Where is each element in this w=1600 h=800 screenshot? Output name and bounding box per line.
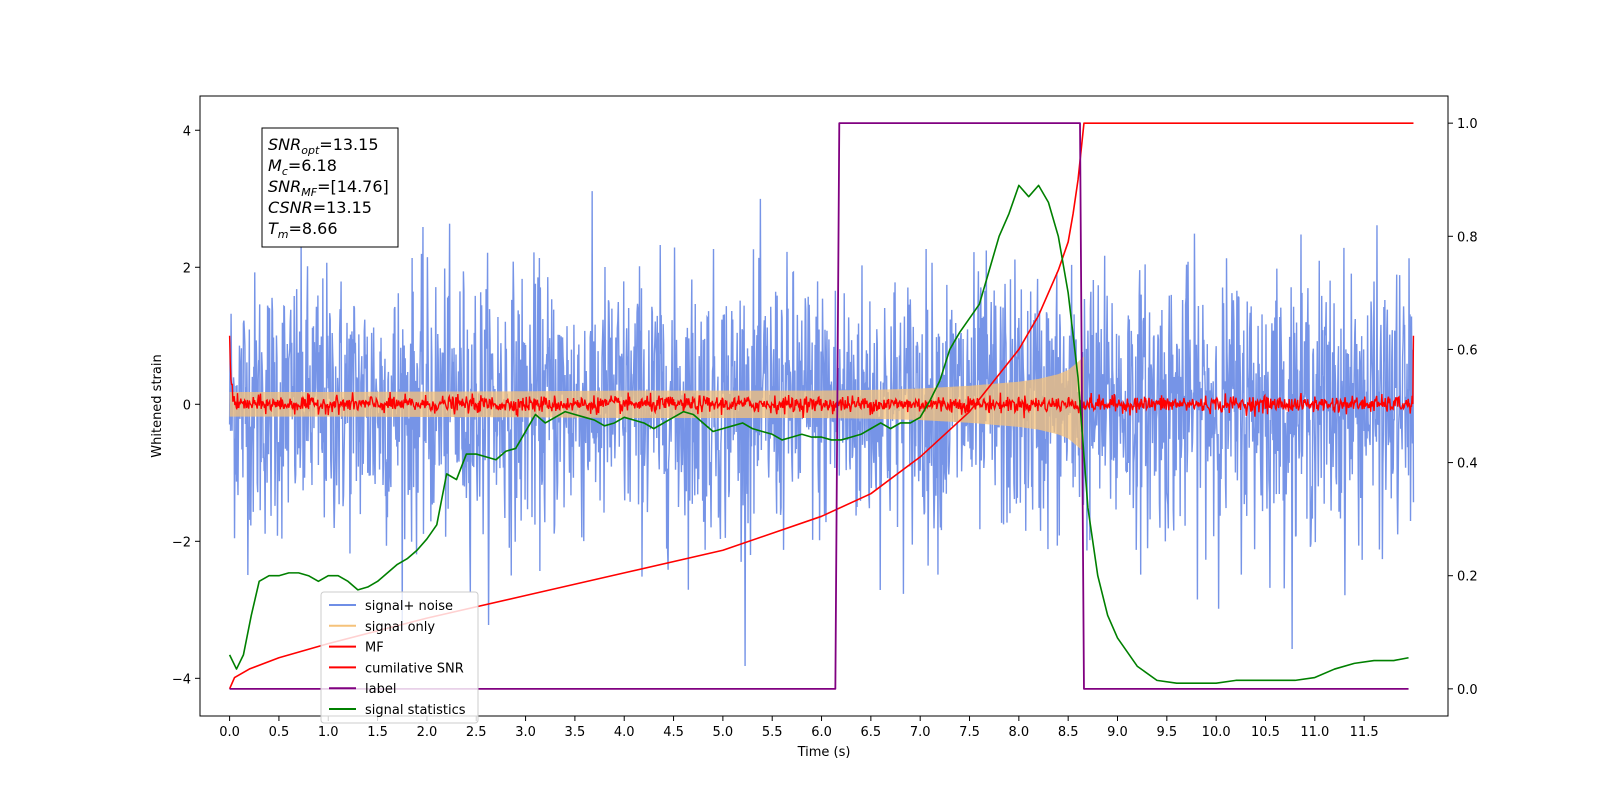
- annotation-line: CSNR=13.15: [268, 198, 372, 217]
- x-tick-label: 7.0: [910, 725, 931, 740]
- annotation-value: =6.18: [288, 156, 337, 175]
- x-tick-label: 6.5: [861, 725, 882, 740]
- legend-entry: label: [365, 682, 396, 697]
- y2-tick-label: 0.0: [1457, 683, 1478, 698]
- x-tick-label: 7.5: [959, 725, 980, 740]
- x-tick-label: 8.5: [1058, 725, 1079, 740]
- x-tick-label: 4.0: [614, 725, 635, 740]
- annotation-value: =[14.76]: [317, 177, 389, 196]
- y-tick-label: 2: [183, 261, 191, 276]
- annotation-symbol: T: [268, 219, 279, 238]
- legend-entry: signal+ noise: [365, 599, 453, 614]
- x-tick-label: 2.5: [466, 725, 487, 740]
- annotation-subscript: c: [282, 165, 288, 178]
- annotation-line: SNRopt=13.15: [268, 135, 379, 157]
- x-tick-label: 0.0: [219, 725, 240, 740]
- annotation-symbol: SNR: [268, 135, 301, 154]
- x-tick-label: 3.0: [515, 725, 536, 740]
- legend-frame: [320, 591, 479, 724]
- y-tick-label: 4: [183, 124, 191, 139]
- y-tick-label: −2: [172, 535, 191, 550]
- x-tick-label: 8.0: [1009, 725, 1030, 740]
- y-tick-label: 0: [183, 398, 191, 413]
- x-tick-label: 9.0: [1107, 725, 1128, 740]
- annotation-box: SNRopt=13.15Mc=6.18SNRMF=[14.76]CSNR=13.…: [261, 127, 399, 248]
- x-tick-label: 2.0: [417, 725, 438, 740]
- annotation-frame: [261, 127, 399, 248]
- x-tick-label: 3.5: [565, 725, 586, 740]
- annotation-symbol: M: [268, 156, 282, 175]
- annotation-subscript: opt: [301, 144, 320, 157]
- plot-frame: [199, 95, 1449, 717]
- x-tick-label: 5.0: [713, 725, 734, 740]
- annotation-subscript: m: [278, 228, 289, 241]
- annotation-value: =13.15: [313, 198, 372, 217]
- x-tick-label: 0.5: [269, 725, 290, 740]
- annotation-line: Mc=6.18: [268, 156, 337, 178]
- y-axis-label: Whitened strain: [150, 354, 165, 457]
- y2-tick-label: 0.6: [1457, 343, 1478, 358]
- x-tick-label: 6.0: [811, 725, 832, 740]
- series-mf: [228, 335, 1415, 419]
- x-tick-label: 1.0: [318, 725, 339, 740]
- legend-entry: cumilative SNR: [365, 661, 464, 676]
- annotation-symbol: SNR: [268, 177, 301, 196]
- x-tick-label: 11.0: [1300, 725, 1329, 740]
- annotation-subscript: MF: [301, 186, 317, 199]
- legend-entry: MF: [365, 641, 384, 656]
- x-tick-label: 9.5: [1156, 725, 1177, 740]
- series-label: [229, 122, 1409, 690]
- legend-entry: signal statistics: [365, 703, 466, 718]
- legend: signal+ noise signal only MF cumilative SNR…: [320, 591, 479, 724]
- x-tick-label: 1.5: [367, 725, 388, 740]
- annotation-line: SNRMF=[14.76]: [268, 177, 389, 199]
- x-tick-label: 4.5: [663, 725, 684, 740]
- series-signal-statistics: [228, 184, 1409, 684]
- legend-entry: signal only: [365, 620, 435, 635]
- y-axis-left: −4 −2 0 2 4: [172, 124, 200, 687]
- x-tick-label: 10.5: [1251, 725, 1280, 740]
- x-tick-label: 10.0: [1202, 725, 1231, 740]
- annotation-line: Tm=8.66: [268, 219, 338, 241]
- x-axis: 0.0 0.5 1.0 1.5 2.0 2.5 3.0 3.5 4.0 4.5 5.0 5.5 6.0 6…: [219, 716, 1379, 740]
- y2-tick-label: 0.2: [1457, 570, 1478, 585]
- y2-tick-label: 0.4: [1457, 457, 1478, 472]
- x-tick-label: 11.5: [1350, 725, 1379, 740]
- y2-tick-label: 1.0: [1457, 117, 1478, 132]
- x-axis-label: Time (s): [797, 745, 851, 760]
- y-tick-label: −4: [172, 672, 191, 687]
- annotation-value: =8.66: [289, 219, 338, 238]
- annotation-symbol: CSNR: [268, 198, 313, 217]
- y2-tick-label: 0.8: [1457, 230, 1478, 245]
- x-tick-label: 5.5: [762, 725, 783, 740]
- y-axis-right: 0.0 0.2 0.4 0.6 0.8 1.0: [1448, 117, 1478, 698]
- annotation-value: =13.15: [319, 135, 378, 154]
